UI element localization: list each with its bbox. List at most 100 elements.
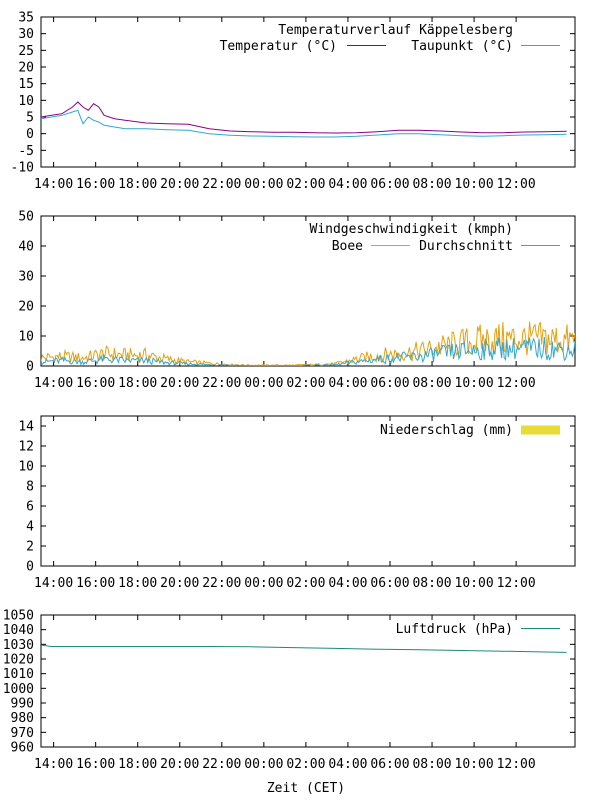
x-tick-label: 04:00 xyxy=(328,757,367,772)
legend-luftdruck: Luftdruck (hPa) xyxy=(396,622,513,637)
y-tick-label: 10 xyxy=(18,94,34,109)
plot-frame xyxy=(40,215,576,367)
x-tick-label: 22:00 xyxy=(202,576,241,591)
legend-swatch xyxy=(521,425,560,435)
x-tick-label: 00:00 xyxy=(244,757,283,772)
chart-panel-1: 0 10 20 30 40 50 14:00 16:00 18:00 20:00 22:00 00:0… xyxy=(18,210,576,391)
x-tick-label: 18:00 xyxy=(118,757,157,772)
y-tick-label: 25 xyxy=(18,44,34,59)
x-tick-label: 16:00 xyxy=(76,576,115,591)
y-tick-label: 1000 xyxy=(3,682,34,697)
legend-boee: Boee xyxy=(332,239,363,254)
y-tick-label: 14 xyxy=(18,420,34,435)
x-tick-label: 20:00 xyxy=(160,576,199,591)
y-tick-label: 10 xyxy=(18,460,34,475)
plot-area xyxy=(41,644,567,653)
y-tick-label: 980 xyxy=(11,711,34,726)
x-tick-label: 20:00 xyxy=(160,376,199,391)
y-tick-label: 960 xyxy=(11,741,34,756)
y-tick-label: 2 xyxy=(26,540,34,555)
x-tick-label: 18:00 xyxy=(118,177,157,192)
y-tick-label: 15 xyxy=(18,77,34,92)
y-tick-label: 1030 xyxy=(3,638,34,653)
x-tick-label: 22:00 xyxy=(202,177,241,192)
x-tick-label: 06:00 xyxy=(370,177,409,192)
plot-area xyxy=(41,101,567,138)
x-tick-label: 16:00 xyxy=(76,177,115,192)
chart-title: Windgeschwindigkeit (kmph) xyxy=(310,222,514,237)
x-tick-label: 08:00 xyxy=(412,177,451,192)
x-tick-label: 02:00 xyxy=(286,576,325,591)
y-tick-label: -5 xyxy=(18,144,34,159)
y-tick-label: 30 xyxy=(18,270,34,285)
legend-dewpoint: Taupunkt (°C) xyxy=(411,39,513,54)
y-tick-label: 20 xyxy=(18,300,34,315)
y-tick-label: 970 xyxy=(11,726,34,741)
x-tick-label: 14:00 xyxy=(34,757,73,772)
chart-panel-2: 0 2 4 6 8 10 12 14 14:00 16:00 18:00 20:00 22:00 00:0… xyxy=(18,415,576,591)
x-tick-label: 08:00 xyxy=(412,757,451,772)
x-tick-label: 08:00 xyxy=(412,376,451,391)
y-tick-label: 0 xyxy=(26,360,34,375)
x-tick-label: 02:00 xyxy=(286,376,325,391)
series-line-0 xyxy=(41,644,567,653)
y-tick-label: 20 xyxy=(18,61,34,76)
x-tick-label: 02:00 xyxy=(286,177,325,192)
plot-frame xyxy=(40,415,576,567)
x-tick-label: 14:00 xyxy=(34,177,73,192)
y-tick-label: 1050 xyxy=(3,609,34,624)
x-tick-label: 04:00 xyxy=(328,576,367,591)
x-tick-label: 18:00 xyxy=(118,576,157,591)
y-tick-label: 30 xyxy=(18,27,34,42)
y-tick-label: 6 xyxy=(26,500,34,515)
x-tick-label: 14:00 xyxy=(34,376,73,391)
plot-area xyxy=(41,321,575,366)
x-tick-label: 04:00 xyxy=(328,376,367,391)
x-tick-label: 06:00 xyxy=(370,376,409,391)
y-tick-label: 4 xyxy=(26,520,34,535)
x-tick-label: 10:00 xyxy=(455,376,494,391)
x-tick-label: 14:00 xyxy=(34,576,73,591)
x-tick-label: 20:00 xyxy=(160,177,199,192)
legend-niederschlag: Niederschlag (mm) xyxy=(380,423,513,438)
y-tick-label: 1040 xyxy=(3,623,34,638)
x-tick-label: 02:00 xyxy=(286,757,325,772)
x-tick-label: 16:00 xyxy=(76,757,115,772)
x-tick-label: 18:00 xyxy=(118,376,157,391)
y-tick-label: 1020 xyxy=(3,653,34,668)
y-tick-label: -10 xyxy=(11,161,34,176)
x-tick-label: 10:00 xyxy=(455,177,494,192)
x-tick-label: 00:00 xyxy=(244,376,283,391)
x-tick-label: 12:00 xyxy=(497,177,536,192)
chart-title: Temperaturverlauf Käppelesberg xyxy=(278,23,513,38)
x-axis-label: Zeit (CET) xyxy=(267,781,345,796)
y-tick-label: 50 xyxy=(18,210,34,225)
x-tick-label: 04:00 xyxy=(328,177,367,192)
x-tick-label: 06:00 xyxy=(370,757,409,772)
y-tick-label: 0 xyxy=(26,127,34,142)
x-tick-label: 00:00 xyxy=(244,576,283,591)
x-tick-label: 12:00 xyxy=(497,376,536,391)
y-tick-label: 0 xyxy=(26,560,34,575)
x-tick-label: 12:00 xyxy=(497,576,536,591)
y-tick-label: 1010 xyxy=(3,667,34,682)
x-tick-label: 16:00 xyxy=(76,376,115,391)
y-tick-label: 10 xyxy=(18,330,34,345)
x-tick-label: 22:00 xyxy=(202,757,241,772)
plot-frame xyxy=(40,16,576,168)
y-tick-label: 990 xyxy=(11,697,34,712)
series-line-1 xyxy=(41,337,575,366)
y-tick-label: 8 xyxy=(26,480,34,495)
y-tick-label: 12 xyxy=(18,440,34,455)
x-tick-label: 20:00 xyxy=(160,757,199,772)
x-tick-label: 08:00 xyxy=(412,576,451,591)
x-tick-label: 22:00 xyxy=(202,376,241,391)
x-tick-label: 12:00 xyxy=(497,757,536,772)
y-tick-label: 35 xyxy=(18,11,34,26)
x-tick-label: 10:00 xyxy=(455,576,494,591)
x-tick-label: 10:00 xyxy=(455,757,494,772)
x-tick-label: 00:00 xyxy=(244,177,283,192)
